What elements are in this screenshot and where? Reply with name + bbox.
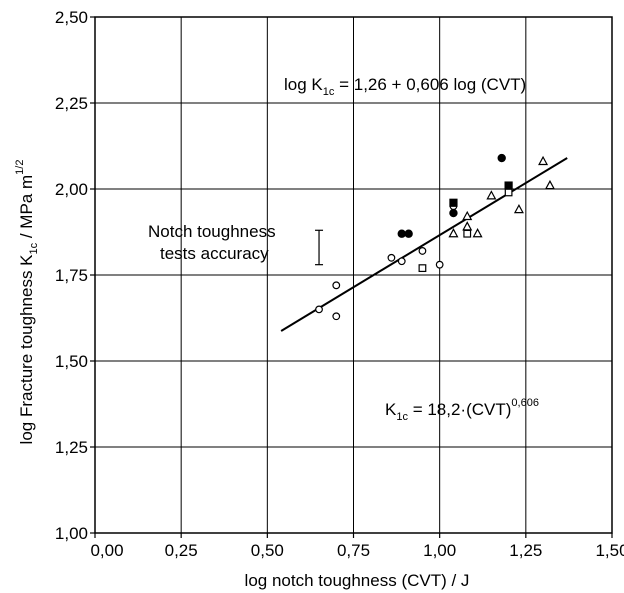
error-bar bbox=[315, 229, 324, 266]
x-axis-label: log notch toughness (CVT) / J bbox=[245, 571, 470, 590]
data-point-open-triangle bbox=[448, 228, 459, 238]
data-point-open-circle bbox=[315, 305, 323, 314]
data-point-filled-square bbox=[449, 198, 458, 207]
data-point-open-triangle bbox=[486, 190, 497, 200]
data-point-open-circle bbox=[332, 281, 341, 290]
log-equation: log K1c = 1,26 + 0,606 log (CVT) bbox=[284, 75, 526, 98]
data-point-filled-circle bbox=[449, 208, 458, 218]
x-tick-label: 0,25 bbox=[165, 541, 198, 560]
y-tick-label: 1,00 bbox=[55, 524, 88, 543]
data-point-open-triangle bbox=[513, 203, 524, 214]
y-tick-label: 2,50 bbox=[55, 8, 88, 27]
data-point-open-square bbox=[418, 264, 427, 273]
x-tick-label: 0,75 bbox=[337, 541, 370, 560]
data-point-open-circle bbox=[387, 253, 396, 262]
data-point-filled-circle bbox=[397, 229, 406, 238]
data-point-open-triangle bbox=[462, 221, 473, 231]
data-point-open-triangle bbox=[538, 155, 549, 166]
data-point-open-triangle bbox=[462, 210, 473, 221]
data-point-open-triangle bbox=[472, 228, 483, 238]
data-point-open-circle bbox=[397, 257, 406, 266]
data-point-open-circle bbox=[332, 312, 341, 321]
data-points bbox=[315, 153, 555, 321]
data-point-filled-square bbox=[504, 181, 513, 190]
x-tick-label: 1,50 bbox=[595, 541, 624, 560]
accuracy-label-line1: Notch toughness bbox=[148, 222, 276, 241]
y-tick-label: 1,25 bbox=[55, 438, 88, 457]
accuracy-label-line2: tests accuracy bbox=[160, 244, 269, 263]
y-tick-labels: 1,00 1,25 1,50 1,75 2,00 2,25 2,50 bbox=[55, 8, 95, 543]
grid bbox=[95, 17, 612, 533]
x-tick-label: 1,00 bbox=[423, 541, 456, 560]
x-tick-labels: 0,00 0,25 0,50 0,75 1,00 1,25 1,50 bbox=[90, 533, 624, 560]
y-tick-label: 2,25 bbox=[55, 94, 88, 113]
data-point-open-triangle bbox=[544, 179, 555, 190]
x-tick-label: 1,25 bbox=[509, 541, 542, 560]
power-equation: K1c = 18,2·(CVT)0,606 bbox=[385, 397, 539, 423]
y-axis-label: log Fracture toughness K1c / MPa m1/2 bbox=[14, 160, 40, 445]
y-tick-label: 1,50 bbox=[55, 352, 88, 371]
data-point-open-square bbox=[504, 188, 513, 197]
fit-line bbox=[280, 157, 568, 332]
x-tick-label: 0,50 bbox=[251, 541, 284, 560]
data-point-filled-circle bbox=[497, 153, 506, 163]
x-tick-label: 0,00 bbox=[90, 541, 123, 560]
data-point-open-square bbox=[463, 229, 472, 238]
y-tick-label: 1,75 bbox=[55, 266, 88, 285]
data-point-filled-circle bbox=[404, 229, 413, 238]
data-point-open-circle bbox=[418, 247, 427, 255]
data-point-open-circle bbox=[435, 260, 444, 269]
y-tick-label: 2,00 bbox=[55, 180, 88, 199]
